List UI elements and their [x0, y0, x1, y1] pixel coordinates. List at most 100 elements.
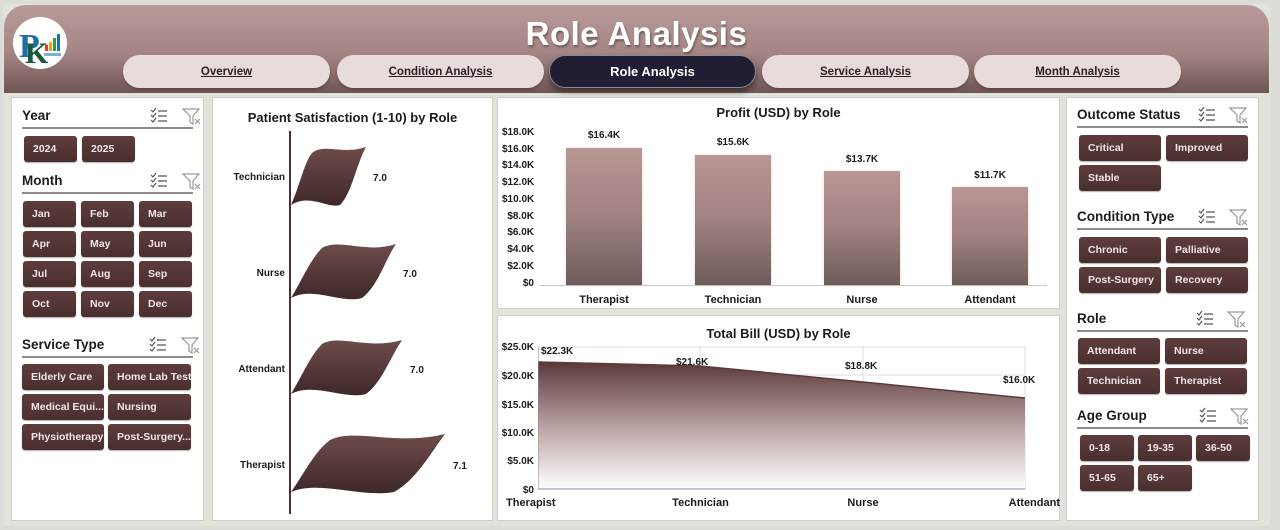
total-bill-chart-title: Total Bill (USD) by Role: [706, 326, 851, 341]
age-group-slicer-title: Age Group: [1077, 408, 1147, 423]
profit-y-tick: $8.0K: [507, 211, 534, 222]
month-jun-button[interactable]: Jun: [139, 231, 192, 257]
role-slicer-title: Role: [1077, 311, 1107, 326]
tab-role-analysis[interactable]: Role Analysis: [549, 55, 756, 88]
month-jan-button[interactable]: Jan: [23, 201, 76, 227]
satisfaction-chart-title: Patient Satisfaction (1-10) by Role: [247, 110, 458, 125]
profit-bar-technician: [695, 155, 771, 285]
clear-filter-icon[interactable]: [181, 336, 201, 355]
month-aug-button[interactable]: Aug: [81, 261, 134, 287]
profit-y-tick: $12.0K: [502, 177, 535, 188]
age-0-18-button[interactable]: 0-18: [1080, 435, 1134, 461]
multi-select-icon[interactable]: [150, 172, 168, 190]
multi-select-icon[interactable]: [1199, 407, 1217, 425]
profit-y-tick: $18.0K: [502, 127, 535, 138]
condition-chronic-button[interactable]: Chronic: [1079, 237, 1161, 263]
service-home-lab-test-button[interactable]: Home Lab Test: [108, 364, 191, 390]
profit-y-tick: $10.0K: [502, 194, 535, 205]
condition-palliative-button[interactable]: Palliative: [1166, 237, 1248, 263]
bill-category-label: Attendant: [1008, 497, 1060, 509]
month-may-button[interactable]: May: [81, 231, 134, 257]
clear-filter-icon[interactable]: [1230, 407, 1250, 426]
bill-y-tick: $15.0K: [501, 400, 534, 411]
month-nov-button[interactable]: Nov: [81, 291, 134, 317]
condition-recovery-button[interactable]: Recovery: [1166, 267, 1248, 293]
profit-y-tick: $2.0K: [507, 261, 534, 272]
bill-y-tick: $25.0K: [501, 342, 534, 353]
profit-value-label: $16.4K: [587, 130, 621, 141]
role-attendant-button[interactable]: Attendant: [1078, 338, 1160, 364]
profit-x-axis-line: [540, 285, 1047, 286]
year-2025-button[interactable]: 2025: [82, 136, 135, 162]
bill-value-label: $18.8K: [845, 361, 878, 372]
satisfaction-category-label: Therapist: [239, 460, 285, 471]
service-elderly-care-button[interactable]: Elderly Care: [22, 364, 104, 390]
month-oct-button[interactable]: Oct: [23, 291, 76, 317]
clear-filter-icon[interactable]: [1227, 310, 1247, 329]
year-2024-button[interactable]: 2024: [24, 136, 77, 162]
age-group-slicer-header: Age Group: [1077, 405, 1248, 429]
outcome-stable-button[interactable]: Stable: [1079, 165, 1161, 191]
clear-filter-icon[interactable]: [182, 172, 202, 191]
profit-chart-title: Profit (USD) by Role: [716, 105, 841, 120]
satisfaction-value-label: 7.0: [403, 269, 417, 280]
month-apr-button[interactable]: Apr: [23, 231, 76, 257]
bill-category-label: Technician: [672, 497, 729, 509]
profit-chart-panel: Profit (USD) by Role $0 $2.0K $4.0K $6.0…: [497, 97, 1060, 309]
tab-overview[interactable]: Overview: [123, 55, 330, 88]
month-sep-button[interactable]: Sep: [139, 261, 192, 287]
multi-select-icon[interactable]: [1198, 106, 1216, 124]
service-nursing-button[interactable]: Nursing: [108, 394, 191, 420]
role-slicer-header: Role: [1077, 308, 1248, 332]
clear-filter-icon[interactable]: [182, 107, 202, 126]
multi-select-icon[interactable]: [150, 107, 168, 125]
role-therapist-button[interactable]: Therapist: [1165, 368, 1247, 394]
left-slicer-panel: Year 2024 2025 Month Jan Feb Mar Apr May…: [11, 97, 204, 521]
profit-category-label: Therapist: [579, 294, 629, 306]
month-jul-button[interactable]: Jul: [23, 261, 76, 287]
outcome-improved-button[interactable]: Improved: [1166, 135, 1248, 161]
clear-filter-icon[interactable]: [1229, 106, 1249, 125]
age-36-50-button[interactable]: 36-50: [1196, 435, 1250, 461]
year-slicer-title: Year: [22, 108, 51, 123]
satisfaction-chart-panel: Patient Satisfaction (1-10) by Role Tech…: [212, 97, 493, 521]
bill-y-tick: $0: [522, 485, 534, 496]
profit-value-label: $11.7K: [974, 170, 1006, 181]
bill-value-label: $22.3K: [541, 346, 574, 357]
satisfaction-flag-attendant: [291, 340, 402, 396]
profit-y-tick: $4.0K: [507, 244, 534, 255]
condition-post-surgery-button[interactable]: Post-Surgery: [1079, 267, 1161, 293]
month-feb-button[interactable]: Feb: [81, 201, 134, 227]
bill-value-label: $16.0K: [1003, 375, 1036, 386]
year-slicer-header: Year: [22, 105, 193, 129]
profit-category-label: Nurse: [846, 294, 878, 306]
bill-y-tick: $10.0K: [501, 428, 534, 439]
multi-select-icon[interactable]: [1198, 208, 1216, 226]
total-bill-area-plot: [538, 346, 1026, 490]
clear-filter-icon[interactable]: [1229, 208, 1249, 227]
satisfaction-flag-therapist: [291, 434, 445, 494]
tab-condition-analysis[interactable]: Condition Analysis: [337, 55, 544, 88]
tab-month-analysis[interactable]: Month Analysis: [974, 55, 1181, 88]
age-19-35-button[interactable]: 19-35: [1138, 435, 1192, 461]
kpi-logo-icon: P K: [13, 17, 67, 69]
month-slicer-title: Month: [22, 173, 63, 188]
satisfaction-category-label: Attendant: [238, 364, 285, 375]
service-type-slicer-header: Service Type: [22, 334, 193, 358]
service-physiotherapy-button[interactable]: Physiotherapy: [22, 424, 104, 450]
multi-select-icon[interactable]: [149, 336, 167, 354]
service-post-surgery-button[interactable]: Post-Surgery...: [108, 424, 191, 450]
month-dec-button[interactable]: Dec: [139, 291, 192, 317]
service-medical-equipment-button[interactable]: Medical Equi...: [22, 394, 104, 420]
outcome-critical-button[interactable]: Critical: [1079, 135, 1161, 161]
svg-text:P: P: [19, 28, 40, 65]
tab-service-analysis[interactable]: Service Analysis: [762, 55, 969, 88]
age-51-65-button[interactable]: 51-65: [1080, 465, 1134, 491]
multi-select-icon[interactable]: [1196, 310, 1214, 328]
role-nurse-button[interactable]: Nurse: [1165, 338, 1247, 364]
profit-y-tick: $16.0K: [502, 144, 535, 155]
age-65-plus-button[interactable]: 65+: [1138, 465, 1192, 491]
bill-value-label: $21.6K: [676, 357, 709, 368]
month-mar-button[interactable]: Mar: [139, 201, 192, 227]
role-technician-button[interactable]: Technician: [1078, 368, 1160, 394]
